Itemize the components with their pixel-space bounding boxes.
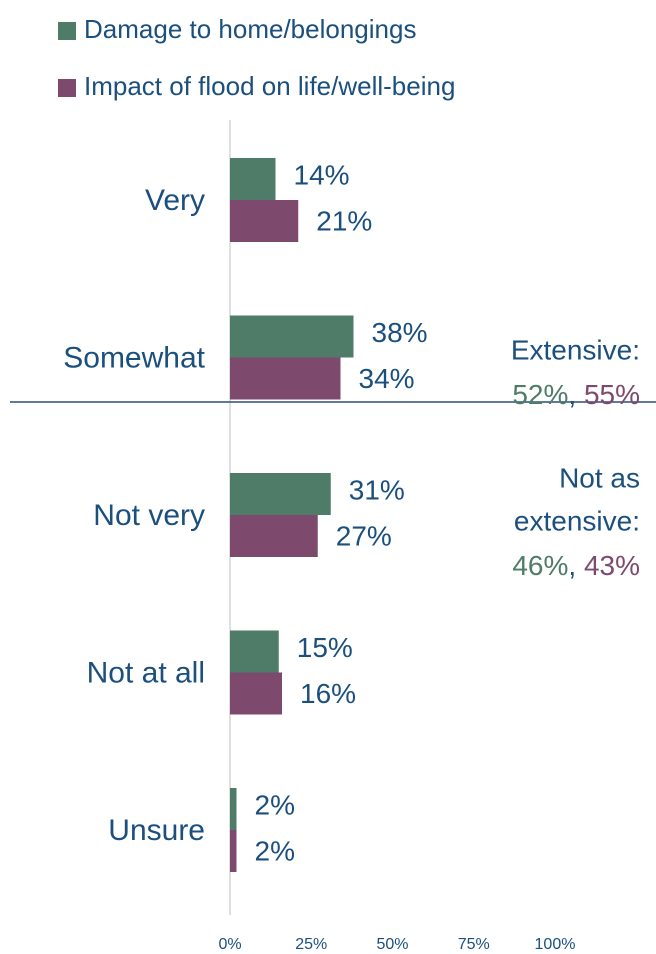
data-label: 21%: [316, 205, 372, 236]
x-tick-label: 25%: [295, 936, 327, 953]
data-label: 38%: [372, 317, 428, 348]
data-label: 27%: [336, 520, 392, 551]
bar: [230, 473, 331, 515]
bar: [230, 830, 237, 872]
category-label: Somewhat: [63, 341, 205, 374]
data-label: 31%: [349, 474, 405, 505]
annotation-value: 55%: [584, 379, 640, 410]
bar: [230, 630, 279, 673]
annotation-separator: ,: [568, 379, 584, 410]
category-label: Very: [145, 184, 205, 217]
annotation: Not as: [559, 462, 640, 493]
legend-label: Damage to home/belongings: [84, 14, 416, 44]
category-label: Not very: [93, 499, 205, 532]
annotation-value: 52%: [512, 379, 568, 410]
data-label: 34%: [359, 363, 415, 394]
annotation: Extensive:: [511, 334, 640, 365]
category-label: Unsure: [108, 814, 205, 847]
annotation-separator: ,: [568, 550, 584, 581]
legend-label: Impact of flood on life/well-being: [84, 71, 455, 101]
bar: [230, 315, 354, 358]
annotation-value: 46%: [512, 550, 568, 581]
bar: [230, 357, 341, 400]
data-label: 2%: [255, 789, 295, 820]
bar: [230, 200, 299, 242]
x-tick-label: 0%: [218, 936, 241, 953]
x-tick-label: 100%: [535, 936, 576, 953]
x-tick-label: 75%: [458, 936, 490, 953]
data-label: 2%: [255, 835, 295, 866]
bar: [230, 672, 282, 715]
legend-swatch: [58, 79, 76, 97]
bar: [230, 788, 237, 830]
data-label: 14%: [294, 159, 350, 190]
bar: [230, 515, 318, 557]
category-label: Not at all: [87, 656, 205, 689]
bar: [230, 158, 276, 200]
data-label: 15%: [297, 632, 353, 663]
annotation-values: 46%, 43%: [512, 550, 640, 581]
data-label: 16%: [300, 678, 356, 709]
annotation-value: 43%: [584, 550, 640, 581]
x-tick-label: 50%: [376, 936, 408, 953]
annotation-values: 52%, 55%: [512, 379, 640, 410]
annotation: extensive:: [514, 505, 640, 536]
legend-swatch: [58, 22, 76, 40]
